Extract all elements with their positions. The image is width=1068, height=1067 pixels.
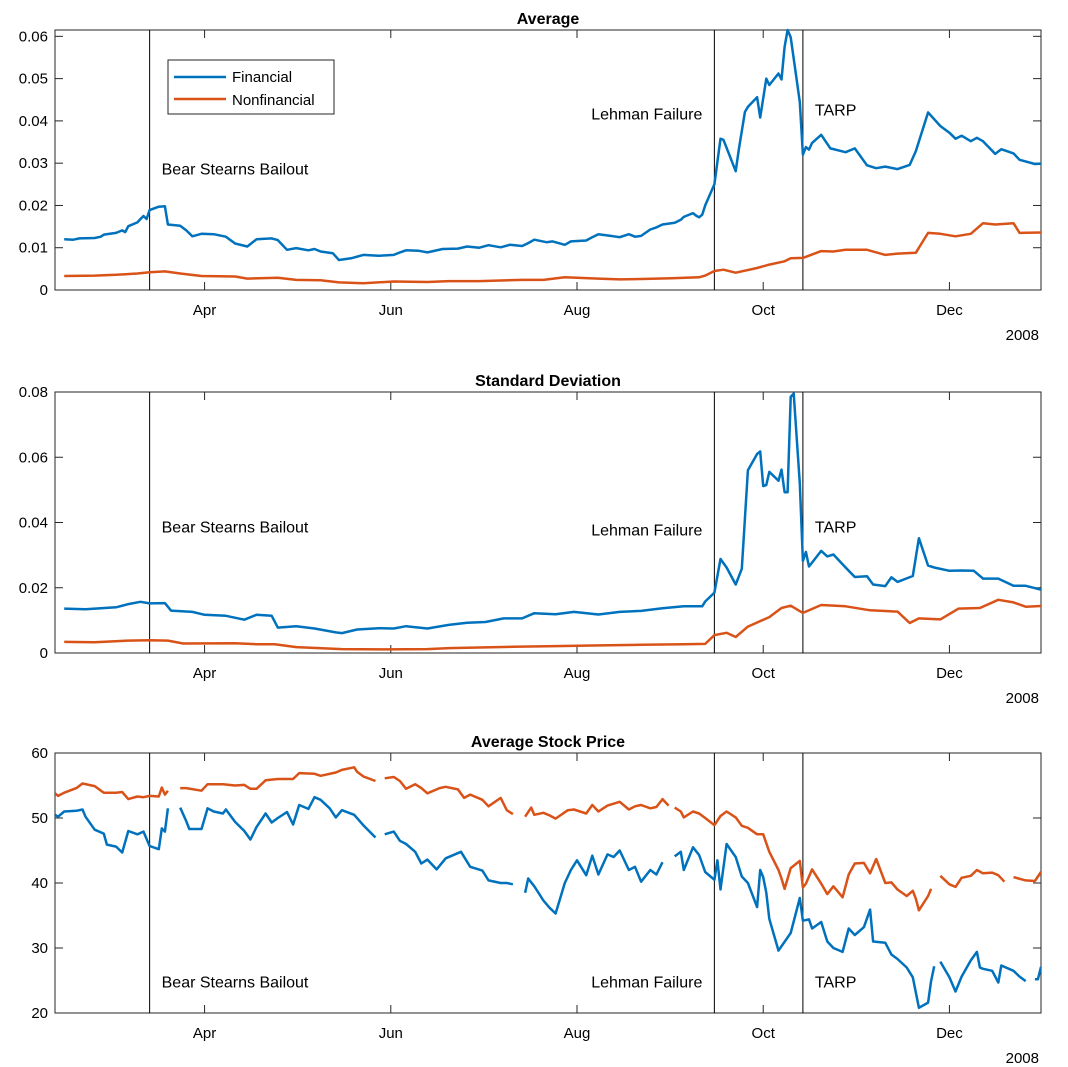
average-xtick-label: Oct (752, 302, 776, 319)
average-stock-price-series-financial (939, 950, 1027, 993)
average-stock-price-series-nonfinancial (524, 797, 670, 820)
average-stock-price-series-financial (1034, 966, 1041, 981)
average-series-nonfinancial (64, 221, 1041, 285)
average-stock-price-axes-box (54, 752, 1042, 1014)
average-series-financial (64, 28, 1041, 262)
panel-standard-deviation: Standard Deviation 0 0.02 0.04 0.06 0.08 Apr Ju… (19, 373, 1042, 707)
standard-deviation-xtick-label: Aug (564, 665, 591, 682)
average-xtick-label: Dec (936, 302, 963, 319)
average-stock-price-ytick-label: 60 (31, 745, 48, 762)
standard-deviation-xtick-label: Apr (193, 665, 216, 682)
average-stock-price-year-label: 2008 (1006, 1050, 1039, 1067)
average-xtick-label: Aug (564, 302, 591, 319)
average-ytick-label: 0.01 (19, 240, 48, 257)
average-ytick-label: 0.06 (19, 28, 48, 45)
average-stock-price-xtick-label: Dec (936, 1025, 963, 1042)
average-stock-price-xtick-label: Jun (379, 1025, 403, 1042)
standard-deviation-xtick-label: Dec (936, 665, 963, 682)
average-stock-price-series-financial (384, 830, 514, 886)
average-stock-price-series-nonfinancial (939, 868, 1006, 889)
average-xtick-label: Apr (193, 302, 216, 319)
average-ytick-label: 0.05 (19, 71, 48, 88)
average-stock-price-event-label: Lehman Failure (591, 974, 702, 991)
legend-label-financial: Financial (232, 69, 292, 86)
average-year-label: 2008 (1006, 327, 1039, 344)
average-stock-price-series-nonfinancial (1013, 871, 1041, 883)
average-stock-price-series-nonfinancial (384, 775, 514, 816)
average-stock-price-xtick-label: Aug (564, 1025, 591, 1042)
average-ytick-label: 0 (40, 282, 48, 299)
average-stock-price-ytick-label: 40 (31, 875, 48, 892)
average-xtick-label: Jun (379, 302, 403, 319)
legend: Financial Nonfinancial (167, 59, 335, 115)
standard-deviation-event-label: Lehman Failure (591, 523, 702, 540)
standard-deviation-xtick-label: Jun (379, 665, 403, 682)
standard-deviation-xtick-label: Oct (752, 665, 776, 682)
average-stock-price-series-financial (55, 808, 170, 854)
standard-deviation-ytick-label: 0.08 (19, 384, 48, 401)
average-stock-price-xtick-label: Oct (752, 1025, 776, 1042)
average-stock-price-series-financial (673, 842, 936, 1010)
average-stock-price-series-nonfinancial (55, 782, 169, 801)
average-stock-price-event-label: Bear Stearns Bailout (162, 974, 309, 991)
standard-deviation-year-label: 2008 (1006, 690, 1039, 707)
standard-deviation-event-label: TARP (815, 519, 856, 536)
average-ytick-label: 0.02 (19, 197, 48, 214)
average-event-label: TARP (815, 102, 856, 119)
panel-average-stock-price: Average Stock Price 20 30 40 50 60 Apr Jun Aug Oc… (31, 734, 1042, 1067)
legend-box (167, 59, 335, 115)
average-ytick-label: 0.04 (19, 113, 48, 130)
standard-deviation-event-label: Bear Stearns Bailout (162, 519, 309, 536)
standard-deviation-series-nonfinancial (64, 598, 1041, 651)
average-stock-price-ytick-label: 30 (31, 940, 48, 957)
average-stock-price-ytick-label: 20 (31, 1005, 48, 1022)
average-stock-price-title: Average Stock Price (471, 734, 625, 751)
standard-deviation-ytick-label: 0 (40, 645, 48, 662)
average-stock-price-ytick-label: 50 (31, 810, 48, 827)
standard-deviation-series-financial (64, 392, 1041, 635)
average-stock-price-series-nonfinancial (674, 806, 933, 912)
average-event-label: Lehman Failure (591, 107, 702, 124)
average-stock-price-series-financial (523, 849, 664, 915)
average-stock-price-series-nonfinancial (180, 766, 376, 792)
standard-deviation-ytick-label: 0.02 (19, 580, 48, 597)
standard-deviation-ytick-label: 0.06 (19, 449, 48, 466)
average-stock-price-series-financial (179, 795, 377, 841)
standard-deviation-title: Standard Deviation (475, 373, 621, 390)
average-event-label: Bear Stearns Bailout (162, 162, 309, 179)
average-stock-price-event-label: TARP (815, 974, 856, 991)
average-title: Average (517, 11, 580, 28)
average-stock-price-xtick-label: Apr (193, 1025, 216, 1042)
legend-label-nonfinancial: Nonfinancial (232, 92, 315, 109)
standard-deviation-ytick-label: 0.04 (19, 515, 48, 532)
average-ytick-label: 0.03 (19, 155, 48, 172)
